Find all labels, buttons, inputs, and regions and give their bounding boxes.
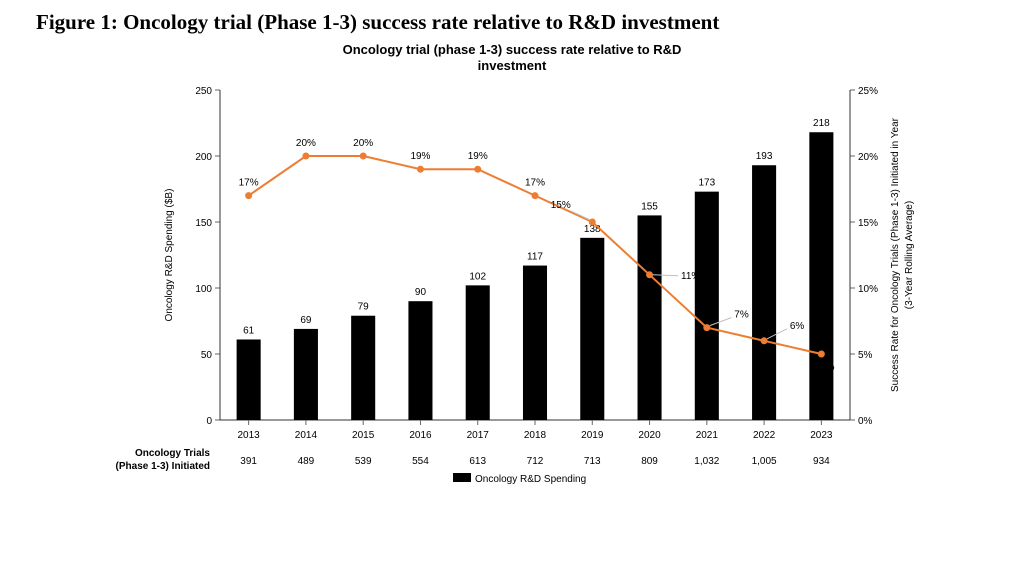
bottom-table-value: 539 — [355, 456, 372, 467]
y-right-tick-label: 0% — [858, 416, 873, 427]
x-category-label: 2018 — [524, 430, 547, 441]
bar — [237, 339, 261, 420]
y-right-axis-label: Success Rate for Oncology Trials (Phase … — [890, 117, 901, 392]
x-category-label: 2020 — [638, 430, 661, 441]
line-value-label: 17% — [525, 178, 545, 189]
bar-value-label: 155 — [641, 201, 658, 212]
line-marker — [761, 337, 768, 344]
legend-label: Oncology R&D Spending — [475, 474, 586, 485]
bar — [408, 301, 432, 420]
y-right-tick-label: 10% — [858, 284, 878, 295]
bar — [638, 215, 662, 420]
x-category-label: 2015 — [352, 430, 375, 441]
line-marker — [703, 324, 710, 331]
page: Figure 1: Oncology trial (Phase 1-3) suc… — [0, 0, 1024, 576]
bottom-table-value: 712 — [527, 456, 544, 467]
line-marker — [302, 153, 309, 160]
bottom-table-value: 613 — [469, 456, 486, 467]
x-category-label: 2019 — [581, 430, 604, 441]
line-value-label: 19% — [410, 151, 430, 162]
x-category-label: 2022 — [753, 430, 776, 441]
y-left-tick-label: 200 — [195, 152, 212, 163]
line-marker — [417, 166, 424, 173]
line-marker — [646, 271, 653, 278]
bottom-table-value: 489 — [298, 456, 315, 467]
y-left-tick-label: 50 — [201, 350, 213, 361]
line-value-label: 19% — [468, 151, 488, 162]
bottom-table-value: 391 — [240, 456, 257, 467]
line-value-label: 15% — [551, 200, 571, 211]
bottom-table-value: 1,005 — [752, 456, 777, 467]
x-category-label: 2023 — [810, 430, 833, 441]
bar — [809, 132, 833, 420]
x-category-label: 2021 — [696, 430, 719, 441]
bottom-table-label: (Phase 1-3) Initiated — [116, 461, 210, 472]
bar-value-label: 117 — [527, 252, 543, 263]
bar — [752, 165, 776, 420]
line-value-label: 11% — [681, 271, 700, 282]
line-marker — [360, 153, 367, 160]
bottom-table-value: 809 — [641, 456, 658, 467]
chart-svg: 0 50 100 150 200 250 0% 5% 10% 15% 20% 25% 61 69 79 90 1… — [60, 50, 964, 560]
y-right-axis-label: (3-Year Rolling Average) — [904, 201, 915, 309]
line-marker — [245, 192, 252, 199]
bottom-table-label: Oncology Trials — [135, 448, 210, 459]
chart-container: 0 50 100 150 200 250 0% 5% 10% 15% 20% 25% 61 69 79 90 1… — [60, 50, 964, 560]
bar-value-label: 193 — [756, 151, 773, 162]
line-value-label: 6% — [790, 321, 805, 332]
bar — [695, 192, 719, 420]
bar-value-label: 218 — [813, 118, 830, 129]
x-category-label: 2017 — [467, 430, 490, 441]
y-right-tick-label: 20% — [858, 152, 878, 163]
bar — [351, 316, 375, 420]
bar — [523, 266, 547, 420]
bar-value-label: 90 — [415, 287, 427, 298]
bar-value-label: 173 — [698, 178, 715, 189]
bar-value-label: 79 — [358, 302, 370, 313]
bar — [466, 285, 490, 420]
x-category-label: 2016 — [409, 430, 432, 441]
bar-value-label: 69 — [300, 315, 312, 326]
x-category-label: 2013 — [238, 430, 261, 441]
line-value-label: 20% — [296, 138, 316, 149]
line-value-label: 5% — [820, 362, 835, 373]
bar-value-label: 102 — [469, 271, 486, 282]
bottom-table-value: 554 — [412, 456, 429, 467]
figure-title: Figure 1: Oncology trial (Phase 1-3) suc… — [0, 0, 1024, 35]
line-value-label: 20% — [353, 138, 373, 149]
bottom-table-value: 713 — [584, 456, 601, 467]
y-right-tick-label: 15% — [858, 218, 878, 229]
line-marker — [818, 351, 825, 358]
bottom-table-value: 1,032 — [694, 456, 719, 467]
line-value-label: 17% — [239, 178, 259, 189]
bar — [580, 238, 604, 420]
y-right-tick-label: 5% — [858, 350, 873, 361]
line-value-label: 7% — [734, 310, 749, 321]
y-left-tick-label: 250 — [195, 86, 212, 97]
y-left-tick-label: 150 — [195, 218, 212, 229]
y-left-tick-label: 0 — [206, 416, 212, 427]
bar-value-label: 61 — [243, 325, 255, 336]
bottom-table-value: 934 — [813, 456, 830, 467]
bar — [294, 329, 318, 420]
y-left-tick-label: 100 — [195, 284, 212, 295]
y-left-axis-label: Oncology R&D Spending ($B) — [164, 189, 175, 322]
callout-line — [571, 211, 591, 220]
line-marker — [532, 192, 539, 199]
x-category-label: 2014 — [295, 430, 318, 441]
legend-swatch — [453, 473, 471, 482]
line-marker — [474, 166, 481, 173]
y-right-tick-label: 25% — [858, 86, 878, 97]
